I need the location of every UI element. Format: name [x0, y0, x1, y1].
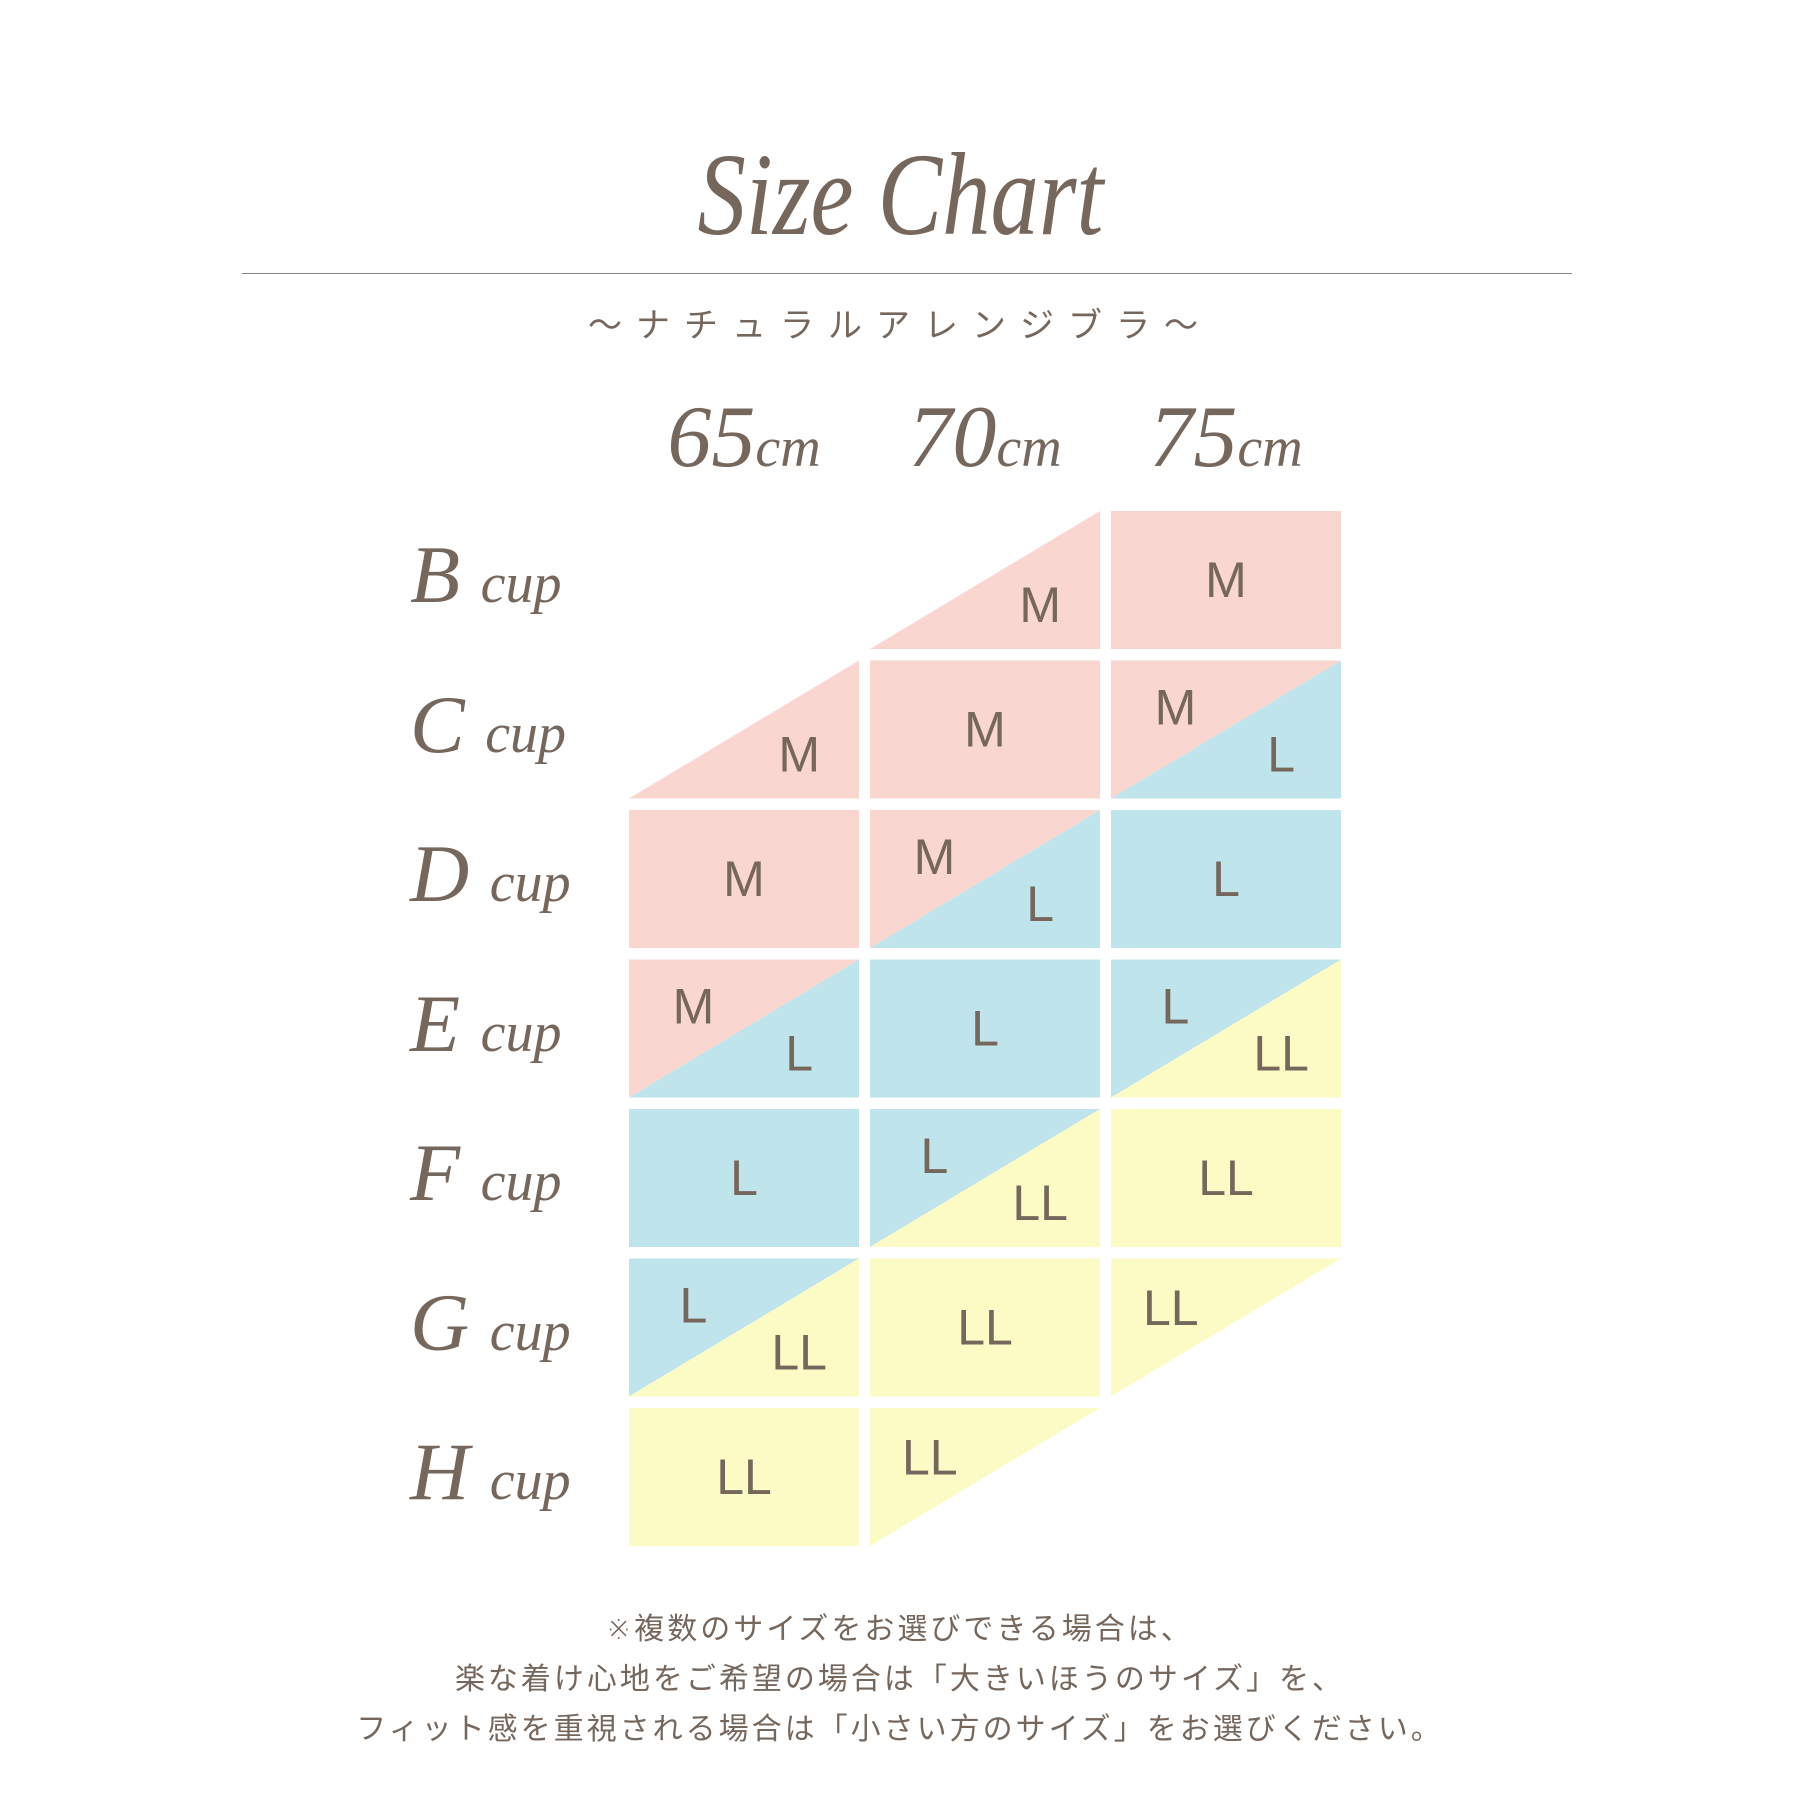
- title-text: Size Chart: [697, 129, 1103, 260]
- cell-M: [870, 660, 1100, 799]
- cell-lower-M: [629, 660, 859, 799]
- column-header-75: 75cm: [1111, 388, 1341, 498]
- band-size: 65: [667, 389, 756, 486]
- size-label-LL: LL: [1012, 1175, 1068, 1231]
- cell-lower-M: [870, 511, 1100, 649]
- cell-LL: [1111, 1109, 1341, 1247]
- size-label-M: M: [964, 702, 1006, 758]
- unit: cm: [755, 417, 821, 479]
- row-header-C-cup: C cup: [410, 675, 580, 784]
- cell-L: [629, 1109, 859, 1247]
- cell-lower-LL: [629, 1258, 859, 1397]
- cell-M: [1111, 511, 1341, 649]
- size-label-M: M: [1155, 679, 1197, 735]
- unit: cup: [489, 852, 571, 914]
- row-header-D-cup: D cup: [410, 824, 580, 933]
- unit: cup: [489, 1450, 571, 1512]
- unit: cup: [480, 553, 562, 615]
- cell-lower-L: [1111, 660, 1341, 799]
- cell-L: [1111, 810, 1341, 948]
- row-header-G-cup: G cup: [410, 1273, 580, 1382]
- column-header-70: 70cm: [870, 388, 1100, 498]
- row-header-B-cup: B cup: [410, 525, 580, 634]
- cell-lower-LL: [870, 1109, 1100, 1247]
- size-label-L: L: [971, 1001, 999, 1057]
- unit: cup: [489, 1300, 571, 1363]
- size-label-L: L: [1026, 876, 1054, 932]
- footer-note-2: 楽な着け心地をご希望の場合は「大きいほうのサイズ」を、: [454, 1662, 1346, 1697]
- cell-lower-L: [629, 959, 859, 1098]
- size-label-LL: LL: [1198, 1150, 1254, 1206]
- size-label-LL: LL: [716, 1449, 772, 1505]
- size-label-M: M: [723, 851, 765, 907]
- size-label-L: L: [679, 1277, 707, 1333]
- cup-letter: D: [410, 828, 490, 919]
- size-label-L: L: [1161, 978, 1189, 1034]
- size-label-L: L: [730, 1150, 758, 1206]
- cell-upper-LL: [870, 1408, 1100, 1546]
- size-label-M: M: [1205, 552, 1247, 608]
- size-label-M: M: [914, 829, 956, 885]
- band-size: 70: [908, 389, 997, 486]
- cup-letter: E: [410, 977, 481, 1069]
- size-label-M: M: [1019, 577, 1061, 633]
- size-label-L: L: [920, 1128, 948, 1184]
- unit: cup: [485, 702, 567, 765]
- band-size: 75: [1149, 389, 1238, 486]
- row-header-H-cup: H cup: [410, 1422, 580, 1531]
- footer-note-1: ※複数のサイズをお選びできる場合は、: [606, 1612, 1194, 1647]
- page-title: Size Chart: [0, 130, 1800, 260]
- column-header-65: 65cm: [629, 388, 859, 498]
- row-header-E-cup: E cup: [410, 974, 580, 1083]
- size-label-L: L: [1267, 726, 1295, 782]
- cell-M: [629, 810, 859, 948]
- cell-LL: [629, 1408, 859, 1546]
- cup-letter: H: [410, 1426, 490, 1517]
- cup-letter: B: [410, 529, 481, 620]
- size-label-M: M: [778, 726, 820, 782]
- cell-LL: [870, 1258, 1100, 1397]
- unit: cup: [480, 1151, 562, 1213]
- size-label-M: M: [673, 978, 715, 1034]
- size-label-LL: LL: [1253, 1025, 1309, 1081]
- cup-letter: C: [410, 678, 486, 770]
- size-label-LL: LL: [957, 1300, 1013, 1356]
- cell-lower-LL: [1111, 959, 1341, 1098]
- cup-letter: G: [410, 1276, 490, 1368]
- unit: cup: [480, 1001, 562, 1064]
- size-label-LL: LL: [1143, 1280, 1199, 1336]
- size-label-L: L: [785, 1025, 813, 1081]
- title-divider: [242, 273, 1572, 274]
- size-label-LL: LL: [902, 1430, 958, 1486]
- product-name: ～ナチュラルアレンジブラ～: [588, 306, 1212, 346]
- cell-upper-LL: [1111, 1258, 1341, 1397]
- size-label-L: L: [1212, 851, 1240, 907]
- unit: cm: [1237, 417, 1303, 479]
- cell-L: [870, 959, 1100, 1098]
- cup-letter: F: [410, 1127, 481, 1218]
- size-label-LL: LL: [771, 1324, 827, 1380]
- footer-note-3: フィット感を重視される場合は「小さい方のサイズ」をお選びください。: [356, 1712, 1444, 1747]
- unit: cm: [996, 417, 1062, 479]
- row-header-F-cup: F cup: [410, 1123, 580, 1232]
- cell-lower-L: [870, 810, 1100, 948]
